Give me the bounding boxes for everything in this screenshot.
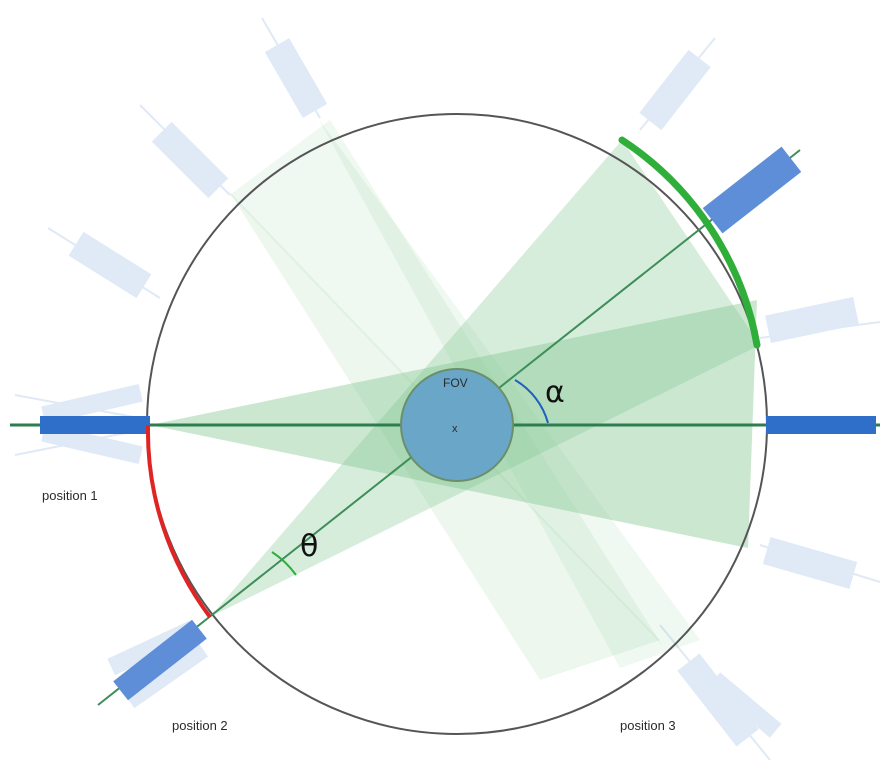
source-position-2 — [113, 619, 207, 701]
theta-angle-arc — [271, 551, 297, 576]
position-1-label: position 1 — [42, 488, 98, 503]
detector-coverage-arc-green — [618, 136, 761, 349]
source-position-1 — [40, 416, 150, 434]
ghost-detector-right-4 — [759, 537, 881, 589]
position-2-label: position 2 — [172, 718, 228, 733]
position-3-label: position 3 — [620, 718, 676, 733]
ghost-detector-right-1 — [639, 37, 716, 131]
detector-position-2 — [702, 146, 802, 234]
ghost-detector-left-1 — [47, 227, 161, 299]
fov-label: FOV — [443, 376, 468, 390]
ghost-detector-right-3 — [759, 296, 881, 344]
alpha-angle-arc — [514, 379, 549, 424]
detector-right — [766, 416, 876, 434]
theta-label: θ — [300, 529, 318, 564]
center-mark: x — [452, 423, 458, 435]
ghost-detector-top-1 — [261, 17, 328, 119]
fan-from-top — [318, 118, 700, 668]
ghost-detector-top-2 — [139, 104, 231, 199]
fov-circle — [400, 368, 514, 482]
alpha-label: α — [545, 375, 565, 410]
rotation-arc-red — [145, 424, 212, 619]
ghost-detector-pos3 — [659, 624, 782, 761]
